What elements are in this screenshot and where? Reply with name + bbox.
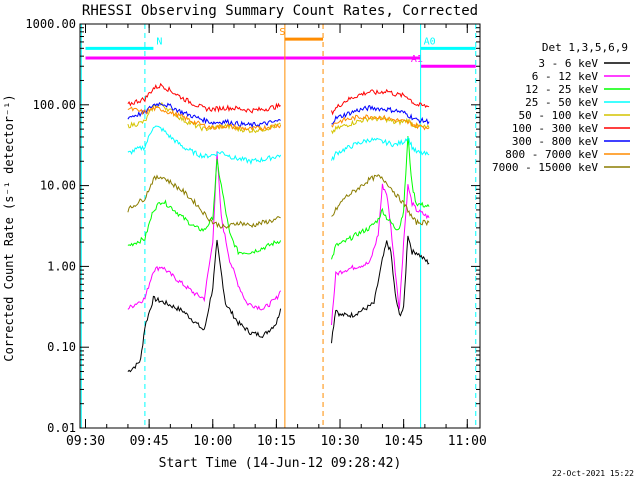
- series-line: [331, 115, 430, 135]
- legend-label: 100 - 300 keV: [512, 122, 598, 135]
- x-tick-label: 10:30: [320, 434, 359, 449]
- series-100-300-kev: [127, 82, 430, 116]
- series-line: [331, 114, 430, 131]
- y-tick-label: 1000.00: [25, 17, 76, 31]
- series-7000-15000-kev: [127, 174, 430, 229]
- y-tick-label: 100.00: [33, 98, 76, 112]
- legend-title: Det 1,3,5,6,9: [542, 41, 628, 54]
- footer-date: 22-Oct-2021 15:22: [552, 469, 634, 478]
- x-tick-label: 10:15: [257, 434, 296, 449]
- series-line: [127, 105, 282, 132]
- series-line: [331, 136, 430, 161]
- series-line: [331, 136, 430, 260]
- x-tick-label: 09:45: [130, 434, 169, 449]
- legend-label: 7000 - 15000 keV: [492, 161, 598, 174]
- legend-label: 12 - 25 keV: [525, 83, 598, 96]
- flag-label: A0: [424, 36, 436, 47]
- series-25-50-kev: [127, 125, 430, 165]
- legend-label: 25 - 50 keV: [525, 96, 598, 109]
- series-50-100-kev: [127, 101, 430, 135]
- series-line: [331, 174, 430, 227]
- flag-label: S: [279, 27, 285, 38]
- series-line: [127, 82, 281, 114]
- series-line: [127, 239, 282, 373]
- series-line: [127, 158, 282, 256]
- series-800-7000-kev: [127, 105, 430, 132]
- series-line: [127, 102, 281, 129]
- y-tick-label: 0.10: [47, 340, 76, 354]
- y-tick-label: 0.01: [47, 421, 76, 435]
- y-tick-label: 10.00: [40, 179, 76, 193]
- series-3-6-kev: [127, 235, 430, 373]
- series-line: [127, 151, 282, 311]
- y-tick-label: 1.00: [47, 259, 76, 273]
- series-lines: [127, 82, 430, 373]
- legend-label: 50 - 100 keV: [519, 109, 599, 122]
- series-line: [331, 183, 430, 326]
- legend-label: 3 - 6 keV: [538, 57, 598, 70]
- series-12-25-kev: [127, 136, 430, 260]
- plot-frame: [79, 23, 481, 429]
- legend-label: 300 - 800 keV: [512, 135, 598, 148]
- chart-title: RHESSI Observing Summary Count Rates, Co…: [82, 3, 478, 19]
- series-300-800-kev: [127, 102, 430, 129]
- x-tick-label: 11:00: [448, 434, 487, 449]
- legend-label: 6 - 12 keV: [532, 70, 599, 83]
- flag-label: N: [156, 36, 162, 47]
- x-tick-label: 10:45: [384, 434, 423, 449]
- series-line: [127, 125, 282, 165]
- time-markers: [80, 24, 477, 428]
- legend-label: 800 - 7000 keV: [505, 148, 598, 161]
- axes: 0.01 0.10 1.00 10.00 100.00 1000.00 09:30 09:45…: [25, 17, 486, 449]
- x-tick-label: 09:30: [66, 434, 105, 449]
- series-line: [331, 104, 430, 126]
- series-6-12-kev: [127, 151, 430, 326]
- series-line: [127, 174, 281, 229]
- x-tick-label: 10:00: [193, 434, 232, 449]
- series-line: [331, 235, 430, 344]
- y-axis-label: Corrected Count Rate (s⁻¹ detector⁻¹): [2, 94, 16, 361]
- x-axis-label: Start Time (14-Jun-12 09:28:42): [159, 456, 402, 471]
- flag-label: A1: [411, 54, 423, 65]
- series-line: [331, 88, 430, 116]
